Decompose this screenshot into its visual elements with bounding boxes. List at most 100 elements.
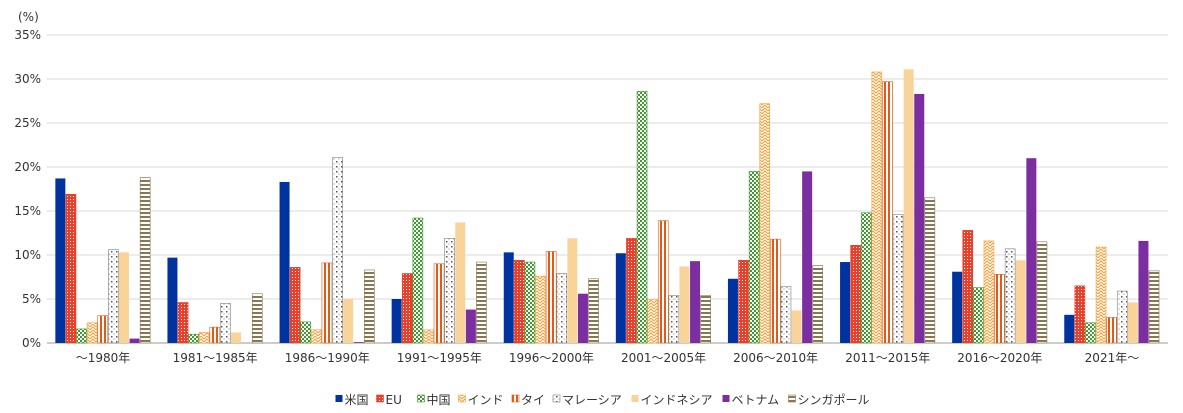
bar: [1015, 260, 1026, 343]
legend-label: 米国: [345, 393, 369, 407]
bar: [657, 220, 669, 344]
bar: [647, 299, 658, 344]
legend-label: タイ: [521, 393, 545, 407]
bar: [401, 273, 413, 344]
bar: [903, 69, 914, 343]
x-tick-label: 1981～1985年: [173, 351, 258, 365]
bar: [423, 329, 434, 344]
bar: [860, 212, 872, 344]
bar: [311, 329, 322, 344]
legend-label: シンガポール: [798, 393, 870, 407]
x-tick-label: 1996～2000年: [509, 351, 594, 365]
y-axis-unit-label: (%): [18, 10, 39, 24]
bar: [535, 275, 546, 344]
y-tick-label: 20%: [14, 160, 41, 174]
x-tick-label: 2001～2005年: [621, 351, 706, 365]
bar: [321, 262, 333, 344]
bar: [476, 261, 487, 344]
legend-label: 中国: [427, 392, 451, 407]
bar: [1148, 270, 1160, 344]
bar: [626, 237, 637, 344]
bar: [332, 157, 343, 344]
bar: [840, 262, 851, 343]
y-tick-label: 25%: [14, 116, 41, 130]
bar: [251, 293, 263, 344]
legend-swatch: [511, 394, 520, 403]
legend-label: マレーシア: [562, 393, 622, 407]
legend-swatch: [335, 395, 343, 402]
legend-swatch: [376, 394, 384, 403]
bar: [1127, 302, 1138, 343]
bar: [882, 81, 893, 344]
bar: [353, 342, 364, 343]
bar: [391, 299, 402, 343]
bar: [1004, 248, 1016, 344]
x-tick-label: 1991～1995年: [397, 351, 482, 365]
legend-swatch: [631, 395, 639, 402]
bar: [97, 315, 109, 344]
y-tick-label: 0%: [22, 336, 41, 350]
legend-label: インドネシア: [641, 393, 713, 407]
bar: [556, 273, 568, 344]
bar: [300, 321, 312, 344]
y-tick-label: 10%: [14, 248, 41, 262]
bar: [139, 177, 151, 344]
bar: [444, 237, 455, 344]
bar: [433, 263, 445, 344]
bar: [770, 238, 781, 344]
bar: [636, 91, 648, 344]
bar: [1095, 246, 1107, 344]
x-tick-label: 2016～2020年: [957, 351, 1042, 365]
bar: [503, 252, 514, 343]
bar: [668, 295, 680, 344]
legend-swatch: [458, 394, 466, 403]
bar: [198, 332, 210, 344]
bar: [924, 197, 936, 344]
bar: [220, 303, 231, 344]
legend-label: インド: [468, 393, 504, 407]
bar: [588, 278, 599, 344]
legend-swatch: [417, 394, 425, 403]
bar: [1106, 317, 1117, 344]
bar: [615, 253, 626, 343]
bar: [802, 171, 813, 343]
x-tick-label: 2006～2010年: [733, 351, 818, 365]
bar: [983, 240, 995, 344]
bar: [465, 309, 476, 343]
bar: [679, 266, 690, 343]
bar: [952, 271, 963, 343]
bar: [738, 259, 749, 344]
legend-swatch: [552, 394, 561, 403]
y-axis-ticks: 0% 5% 10% 15% 20% 25% 30% 35%: [14, 28, 41, 350]
bar: [892, 214, 904, 344]
bar: [76, 328, 87, 344]
bar: [962, 230, 974, 344]
bar: [759, 103, 771, 344]
bar: [364, 269, 375, 344]
legend-swatch: [722, 395, 730, 402]
x-tick-label: ～1980年: [76, 351, 131, 365]
gridlines: [47, 34, 1168, 344]
bar: [850, 245, 861, 344]
bar: [524, 261, 536, 344]
bar: [1138, 240, 1149, 343]
bar: [455, 222, 466, 343]
bar: [577, 293, 588, 343]
bar: [86, 322, 98, 344]
bar: [108, 249, 119, 344]
bar: [231, 332, 242, 343]
bar: [727, 278, 738, 343]
bar: [118, 252, 129, 343]
legend-label: ベトナム: [732, 393, 780, 407]
bar: [973, 287, 984, 344]
y-tick-label: 15%: [14, 204, 41, 218]
bar: [55, 178, 66, 343]
bar: [1026, 158, 1037, 343]
bar: [748, 171, 760, 344]
x-tick-label: 2011～2015年: [845, 351, 930, 365]
bar: [177, 302, 189, 344]
bar: [343, 299, 354, 343]
bar: [1074, 285, 1086, 344]
bar: [567, 238, 578, 343]
